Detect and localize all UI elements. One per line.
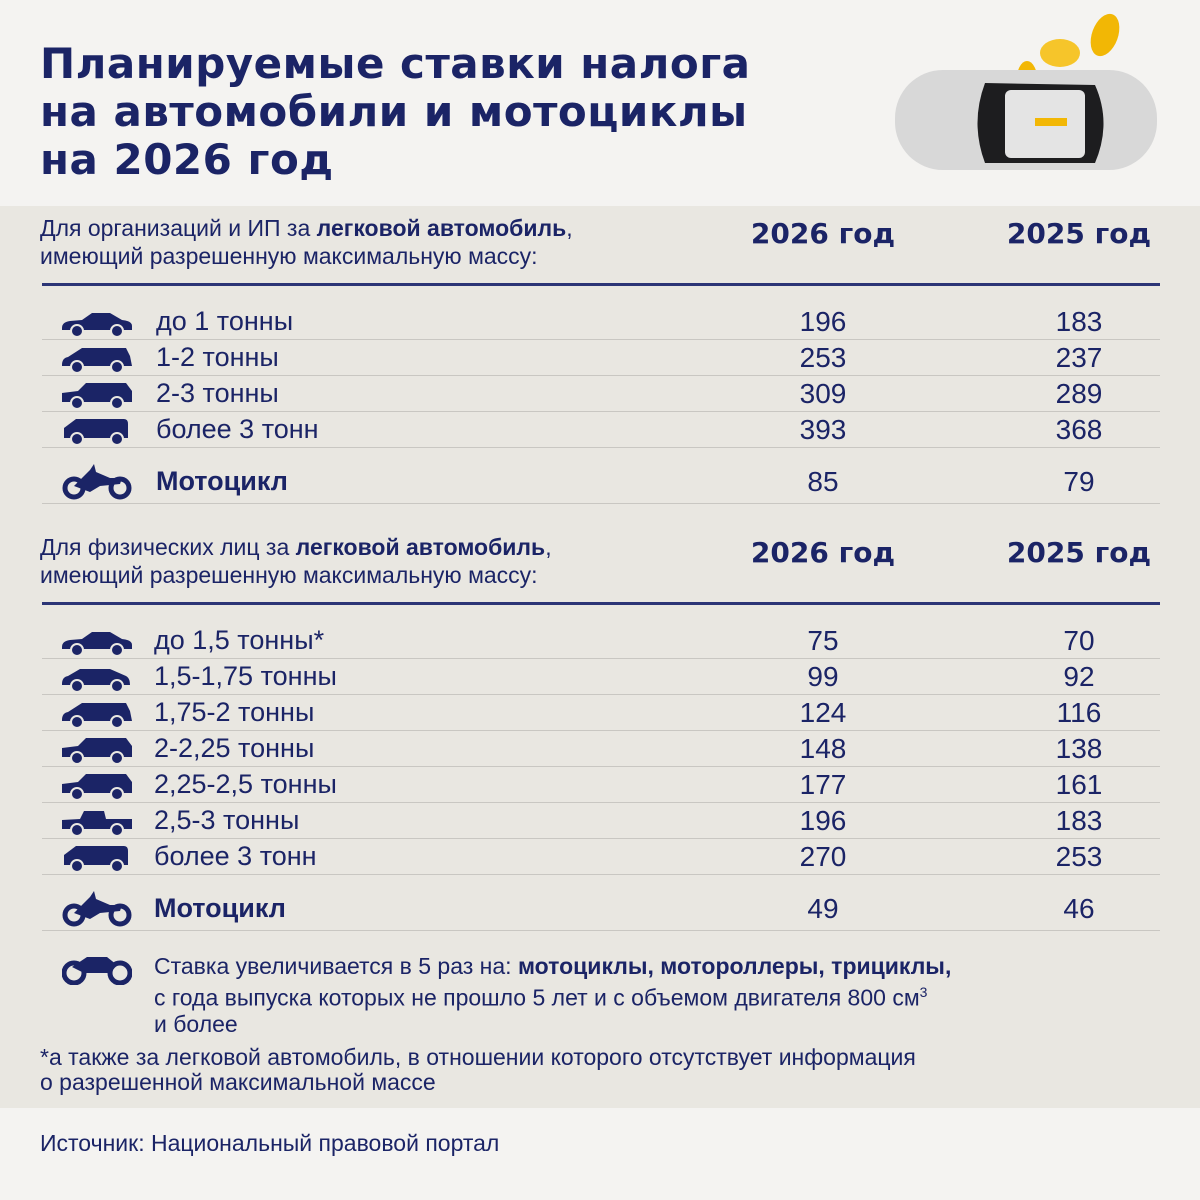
sedan-icon	[62, 632, 132, 657]
table-row: более 3 тонн 393 368	[42, 412, 1160, 448]
rate-2026: 196	[799, 306, 847, 337]
weight-label: 2,5-3 тонны	[154, 805, 300, 835]
table-row: до 1,5 тонны* 75 70	[42, 623, 1160, 659]
rate-2026: 85	[807, 466, 839, 497]
table-row: 2-3 тонны 309 289	[42, 376, 1160, 412]
page-title: Планируемые ставки налога на автомобили …	[40, 39, 751, 184]
rate-2025: 183	[1055, 805, 1103, 836]
column-header-2025: 2025 год	[1006, 217, 1152, 250]
car-with-coins-illustration	[895, 13, 1157, 170]
rate-2026: 124	[799, 697, 847, 728]
van-icon	[64, 419, 128, 446]
sedan-icon	[62, 313, 132, 338]
section-header: Для физических лиц за легковой автомобил…	[40, 534, 552, 588]
table-row: 1,75-2 тонны 124 116	[42, 695, 1160, 731]
weight-label: 2,25-2,5 тонны	[154, 769, 337, 799]
rate-2025: 138	[1055, 733, 1103, 764]
rate-2026: 270	[799, 841, 847, 872]
table-row: 2,25-2,5 тонны 177 161	[42, 767, 1160, 803]
weight-label: до 1 тонны	[156, 306, 294, 336]
rate-2025: 70	[1063, 625, 1095, 656]
pickup-icon	[62, 811, 132, 837]
motorcycle-rate-note: Ставка увеличивается в 5 раз на: мотоцик…	[62, 953, 951, 1037]
weight-label: более 3 тонн	[156, 414, 319, 444]
rate-2025: 237	[1055, 342, 1103, 373]
rate-2025: 46	[1063, 893, 1095, 924]
table-row: 2,5-3 тонны 196 183	[42, 803, 1160, 839]
rate-2026: 99	[807, 661, 839, 692]
van-icon	[64, 846, 128, 873]
weight-label: 2-2,25 тонны	[154, 733, 315, 763]
motorcycle-icon	[62, 891, 132, 927]
cruiser-motorcycle-icon	[62, 957, 132, 985]
suv-icon	[62, 383, 132, 410]
rate-2025: 289	[1055, 378, 1103, 409]
suv-icon	[62, 738, 132, 765]
weight-label: более 3 тонн	[154, 841, 317, 871]
rate-2025: 161	[1055, 769, 1103, 800]
rate-2025: 116	[1056, 697, 1102, 728]
table-row: 1-2 тонны 253 237	[42, 340, 1160, 376]
table-row-motorcycle: Мотоцикл 85 79	[42, 448, 1160, 504]
section-header: Для организаций и ИП за легковой автомоб…	[40, 215, 573, 269]
rate-2026: 196	[799, 805, 847, 836]
weight-label: 1-2 тонны	[156, 342, 279, 372]
header-divider	[42, 602, 1160, 605]
column-header-2025: 2025 год	[1006, 536, 1152, 569]
table-row: до 1 тонны 196 183	[42, 304, 1160, 340]
tax-table-panel	[0, 206, 1200, 1108]
weight-label: 2-3 тонны	[156, 378, 279, 408]
vehicle-label: Мотоцикл	[156, 466, 288, 496]
table-row-motorcycle: Мотоцикл 49 46	[42, 875, 1160, 931]
rate-2026: 393	[799, 414, 847, 445]
wagon-icon	[62, 348, 132, 374]
rate-2025: 253	[1055, 841, 1103, 872]
rate-2025: 79	[1063, 466, 1095, 497]
rate-2025: 92	[1063, 661, 1095, 692]
motorcycle-icon	[62, 464, 132, 500]
vehicle-label: Мотоцикл	[154, 893, 286, 923]
column-header-2026: 2026 год	[750, 217, 896, 250]
source: Источник: Национальный правовой портал	[40, 1130, 500, 1156]
rate-2026: 177	[799, 769, 847, 800]
column-header-2026: 2026 год	[750, 536, 896, 569]
table-row: более 3 тонн 270 253	[42, 839, 1160, 875]
rate-2026: 75	[807, 625, 839, 656]
rate-2026: 49	[807, 893, 839, 924]
weight-label: до 1,5 тонны*	[154, 625, 325, 655]
wagon-icon	[62, 703, 132, 729]
rate-2026: 309	[799, 378, 847, 409]
rate-2025: 368	[1055, 414, 1103, 445]
rate-2025: 183	[1055, 306, 1103, 337]
table-row: 2-2,25 тонны 148 138	[42, 731, 1160, 767]
header-divider	[42, 283, 1160, 286]
hatchback-icon	[62, 669, 130, 693]
weight-label: 1,75-2 тонны	[154, 697, 315, 727]
footnote: *а также за легковой автомобиль, в отнош…	[40, 1044, 916, 1095]
rate-2026: 253	[799, 342, 847, 373]
weight-label: 1,5-1,75 тонны	[154, 661, 337, 691]
suv-icon	[62, 774, 132, 801]
table-row: 1,5-1,75 тонны 99 92	[42, 659, 1160, 695]
rate-2026: 148	[799, 733, 847, 764]
